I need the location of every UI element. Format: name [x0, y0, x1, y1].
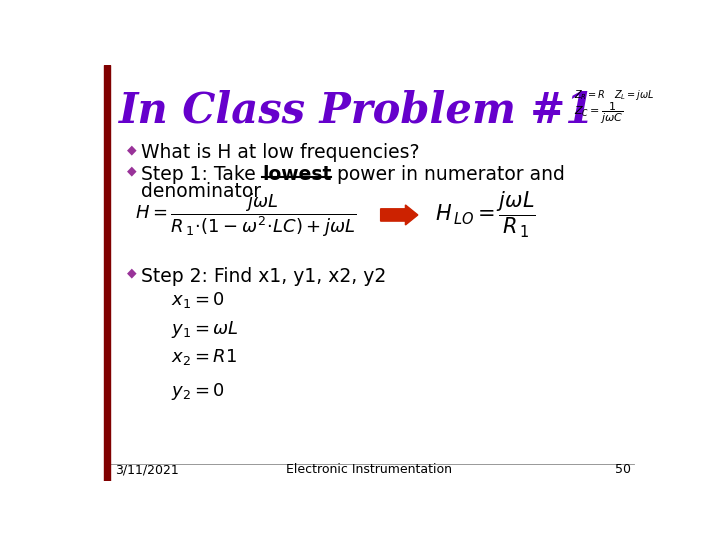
Text: ◆: ◆	[127, 165, 137, 178]
Text: denominator: denominator	[141, 182, 261, 201]
Text: ◆: ◆	[127, 267, 137, 280]
Text: $\mathit{x_2} = R1$: $\mathit{x_2} = R1$	[171, 347, 238, 367]
Text: Electronic Instrumentation: Electronic Instrumentation	[286, 463, 452, 476]
Text: What is H at low frequencies?: What is H at low frequencies?	[141, 143, 420, 163]
FancyArrow shape	[381, 205, 418, 225]
Text: $\mathit{y_1} = \omega L$: $\mathit{y_1} = \omega L$	[171, 319, 239, 340]
Text: Step 1: Take: Step 1: Take	[141, 165, 262, 184]
Text: In Class Problem #1: In Class Problem #1	[120, 90, 595, 131]
Text: $Z_C = \dfrac{1}{j\omega C}$: $Z_C = \dfrac{1}{j\omega C}$	[575, 101, 624, 126]
Bar	[104, 65, 110, 481]
Text: ◆: ◆	[127, 143, 137, 157]
Text: $Z_R = R \quad Z_L = j\omega L$: $Z_R = R \quad Z_L = j\omega L$	[575, 88, 655, 102]
Text: $\mathit{H} = \dfrac{j\omega L}{R_{\,1}\!\cdot\!\left(1-\omega^{2}\!\cdot\! LC\r: $\mathit{H} = \dfrac{j\omega L}{R_{\,1}\…	[135, 191, 356, 239]
Text: 3/11/2021: 3/11/2021	[116, 463, 179, 476]
Text: $\mathit{x_1} = 0$: $\mathit{x_1} = 0$	[171, 291, 225, 310]
Text: lowest: lowest	[262, 165, 331, 184]
Text: Step 2: Find x1, y1, x2, y2: Step 2: Find x1, y1, x2, y2	[141, 267, 387, 286]
Text: 50: 50	[615, 463, 631, 476]
Text: power in numerator and: power in numerator and	[331, 165, 565, 184]
Text: $\mathit{H}_{\,LO} = \dfrac{j\omega L}{R_{\,1}}$: $\mathit{H}_{\,LO} = \dfrac{j\omega L}{R…	[435, 190, 536, 240]
Text: $\mathit{y_2} = 0$: $\mathit{y_2} = 0$	[171, 381, 225, 402]
